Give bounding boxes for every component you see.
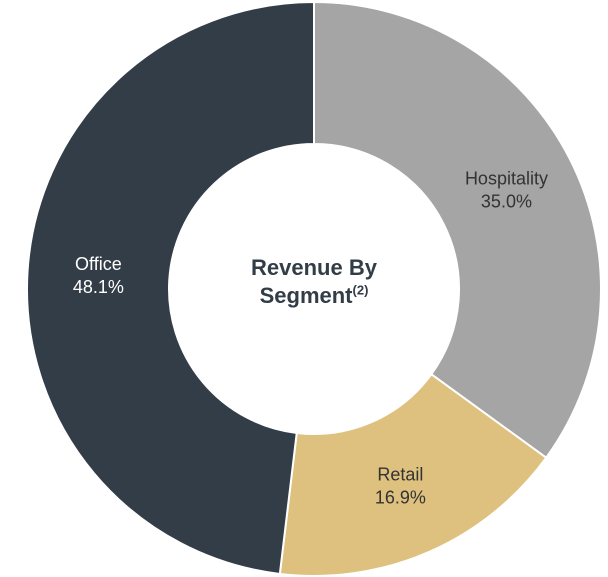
chart-title: Revenue By Segment: [251, 255, 377, 308]
title-text: Revenue By Segment(2): [244, 254, 384, 310]
slice-name: Hospitality: [465, 169, 548, 189]
slice-value-label: 16.9%: [375, 488, 426, 508]
slice-value-label: 48.1%: [73, 277, 124, 297]
slice-name: Office: [75, 254, 122, 274]
title-note: (2): [352, 282, 369, 298]
donut-slice: [278, 372, 548, 577]
slice-name: Retail: [377, 465, 423, 485]
center-title: Revenue By Segment(2): [214, 254, 414, 310]
slice-value-label: 35.0%: [481, 192, 532, 212]
donut-slice: [313, 0, 602, 460]
donut-slice: [26, 0, 315, 576]
